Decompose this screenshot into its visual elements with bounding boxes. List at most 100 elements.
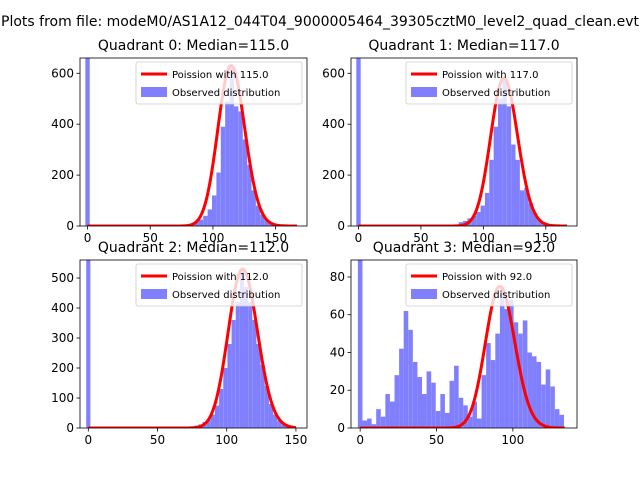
histogram-bar <box>426 371 432 428</box>
histogram-bar <box>417 377 423 428</box>
legend-histogram-swatch <box>411 289 437 299</box>
histogram-bar <box>493 126 499 226</box>
poisson-curve <box>358 76 568 226</box>
histogram-bar <box>502 78 507 226</box>
histogram-bar <box>499 286 505 428</box>
histogram-bar <box>476 212 481 226</box>
axes-frame <box>350 259 578 429</box>
histogram-bar <box>210 414 215 428</box>
y-tick-label: 0 <box>337 421 345 435</box>
plot-area <box>357 260 565 428</box>
histogram-bar <box>463 405 468 428</box>
histogram-bar <box>362 420 368 428</box>
subplot-title: Quadrant 2: Median=112.0 <box>98 240 289 256</box>
histogram-bar <box>528 203 533 226</box>
histogram-bar <box>376 409 381 428</box>
histogram-bar <box>490 360 496 428</box>
y-tick-label: 200 <box>51 168 74 182</box>
legend: Poission with 115.0 Observed distribution <box>135 61 303 105</box>
histogram-bar <box>476 418 482 428</box>
legend-histogram-label: Observed distribution <box>442 290 550 301</box>
histogram-bar <box>513 322 519 428</box>
histogram-bar <box>495 333 500 428</box>
poisson-curve <box>87 64 298 226</box>
histogram-bar <box>554 409 560 428</box>
axes-frame <box>79 259 308 429</box>
histogram-bar <box>511 144 516 226</box>
x-tick-label: 100 <box>201 231 224 245</box>
histogram-bar <box>532 213 538 226</box>
histogram-bar <box>504 309 510 428</box>
histogram-bar <box>356 58 361 226</box>
histogram-bar <box>484 192 490 226</box>
histogram-bar <box>242 139 248 226</box>
legend-poisson-label: Poission with 92.0 <box>442 272 532 283</box>
x-tick-label: 50 <box>413 231 428 245</box>
histogram-bar <box>506 106 512 226</box>
histogram-bar <box>498 98 503 226</box>
plot-area <box>356 58 568 226</box>
x-tick-label: 100 <box>472 231 495 245</box>
legend-frame <box>135 61 303 105</box>
axes-frame <box>79 57 308 227</box>
histogram-bar <box>251 190 256 226</box>
histogram-bar <box>264 386 269 428</box>
subplot-title: Quadrant 0: Median=115.0 <box>98 38 289 54</box>
histogram-bar <box>408 329 413 428</box>
y-tick-label: 600 <box>322 66 345 80</box>
subplot-title: Quadrant 3: Median=92.0 <box>373 240 555 256</box>
histogram-bar <box>399 348 404 428</box>
histogram-bar <box>449 380 455 428</box>
histogram-bar <box>431 382 436 428</box>
histogram-bar <box>252 320 257 428</box>
x-tick-label: 150 <box>534 231 557 245</box>
x-tick-label: 0 <box>84 231 92 245</box>
legend-histogram-swatch <box>141 289 167 299</box>
x-tick-label: 50 <box>429 433 444 447</box>
y-tick-label: 400 <box>51 301 74 315</box>
histogram-bar <box>518 333 523 428</box>
histogram-bar <box>268 404 274 428</box>
histogram-bar <box>260 365 265 428</box>
plot-area <box>85 58 298 226</box>
histogram-bar <box>515 159 520 226</box>
x-tick-label: 100 <box>215 433 238 447</box>
subplot-quadrant-0: 0 50 100 150 0 200 400 600 Quadrant 0: Median=11… <box>51 38 308 245</box>
y-tick-label: 20 <box>330 383 345 397</box>
histogram-bar <box>385 394 390 428</box>
y-tick-label: 0 <box>66 219 74 233</box>
y-tick-label: 0 <box>66 421 74 435</box>
legend-histogram-label: Observed distribution <box>172 88 280 99</box>
legend-frame <box>135 263 303 307</box>
histogram-bar <box>247 164 252 226</box>
x-tick-label: 150 <box>264 231 287 245</box>
histogram-bar <box>260 214 265 226</box>
histogram-bar <box>444 412 450 428</box>
x-tick-label: 50 <box>143 231 158 245</box>
y-tick-label: 80 <box>330 270 345 284</box>
x-tick-label: 100 <box>501 433 524 447</box>
figure-suptitle: Plots from file: modeM0/AS1A12_044T04_90… <box>1 14 639 30</box>
histogram-bar <box>524 187 529 226</box>
histogram-bar <box>481 375 487 428</box>
legend-poisson-label: Poission with 112.0 <box>172 272 268 283</box>
y-tick-label: 60 <box>330 308 345 322</box>
histogram-bar <box>225 101 230 226</box>
histogram-bar <box>220 126 226 226</box>
histogram-bar <box>545 369 551 428</box>
histogram-bar <box>207 209 212 226</box>
histogram-bar <box>471 215 477 226</box>
histogram-bar <box>264 219 270 226</box>
subplot-quadrant-2: 0 50 100 150 0 100 200 300 400 500 Quadrant 2: Med… <box>51 240 308 447</box>
histogram-bar <box>458 397 464 428</box>
x-tick-label: 0 <box>84 433 92 447</box>
histogram-bar <box>233 106 239 226</box>
histogram-bar <box>489 159 494 226</box>
histogram-bar <box>273 414 278 428</box>
histogram-bar <box>231 320 236 428</box>
histogram-bar <box>403 310 409 428</box>
histogram-bar <box>281 424 286 428</box>
histogram-bar <box>235 302 240 428</box>
histogram-bar <box>394 375 400 428</box>
